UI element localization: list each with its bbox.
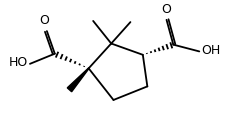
Text: OH: OH [201, 44, 220, 57]
Text: O: O [162, 3, 172, 16]
Text: HO: HO [9, 56, 28, 69]
Polygon shape [67, 68, 89, 92]
Text: O: O [40, 14, 50, 27]
